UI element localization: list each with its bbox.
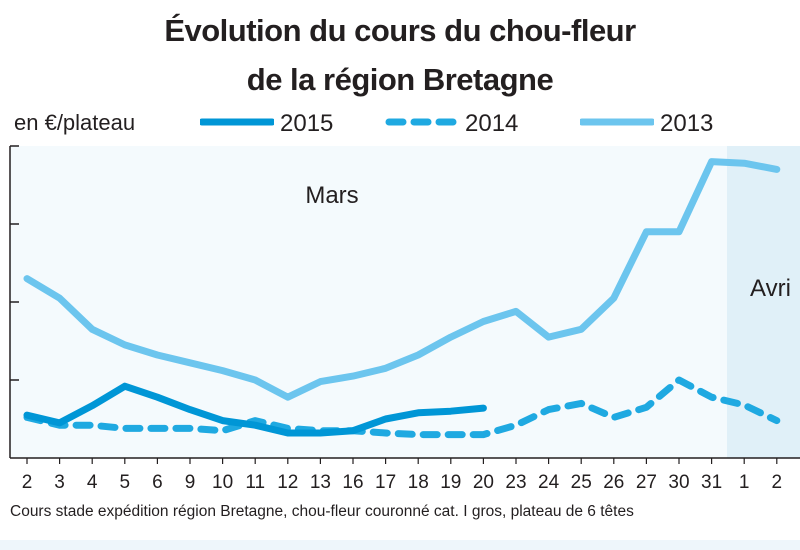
x-tick-label: 2 — [772, 472, 783, 493]
x-tick-label: 24 — [538, 472, 560, 493]
legend-label-2013: 2013 — [660, 110, 714, 137]
chart-footnote: Cours stade expédition région Bretagne, … — [10, 503, 634, 520]
legend-swatch-2013 — [580, 118, 654, 126]
month-label-mars: Mars — [305, 182, 358, 209]
series-line-2013 — [23, 158, 781, 401]
x-tick-label: 1 — [739, 472, 750, 493]
series-line-2014 — [23, 376, 781, 439]
x-tick-label: 16 — [342, 472, 363, 493]
x-tick-label: 26 — [603, 472, 624, 493]
x-tick-label: 23 — [505, 472, 526, 493]
x-tick-label: 2 — [22, 472, 33, 493]
x-tick-label: 12 — [277, 472, 298, 493]
y-axis-unit-label: en €/plateau — [14, 110, 136, 135]
chart-subtitle: de la région Bretagne — [246, 62, 554, 97]
x-tick-label: 4 — [87, 472, 98, 493]
legend-swatch-2015 — [200, 118, 274, 126]
x-tick-label: 18 — [408, 472, 429, 493]
x-tick-label: 9 — [185, 472, 196, 493]
legend-label-2014: 2014 — [465, 110, 519, 137]
x-tick-label: 13 — [310, 472, 331, 493]
x-tick-label: 20 — [473, 472, 494, 493]
x-tick-label: 30 — [668, 472, 689, 493]
legend-swatch-2014 — [385, 118, 459, 126]
x-tick-label: 11 — [245, 472, 265, 493]
bottom-band — [0, 540, 800, 550]
x-tick-label: 19 — [440, 472, 461, 493]
series-line-2015 — [23, 382, 487, 437]
plot-bg-mars — [10, 146, 727, 458]
legend-label-2015: 2015 — [280, 110, 334, 137]
x-tick-label: 17 — [375, 472, 396, 493]
x-tick-label: 27 — [636, 472, 657, 493]
x-tick-label: 10 — [212, 472, 233, 493]
x-tick-label: 5 — [120, 472, 131, 493]
x-tick-label: 31 — [701, 472, 722, 493]
chart-title: Évolution du cours du chou-fleur — [164, 13, 636, 48]
month-label-avril: Avri — [750, 275, 791, 302]
x-tick-label: 3 — [54, 472, 65, 493]
x-tick-label: 25 — [571, 472, 592, 493]
x-tick-label: 6 — [152, 472, 163, 493]
